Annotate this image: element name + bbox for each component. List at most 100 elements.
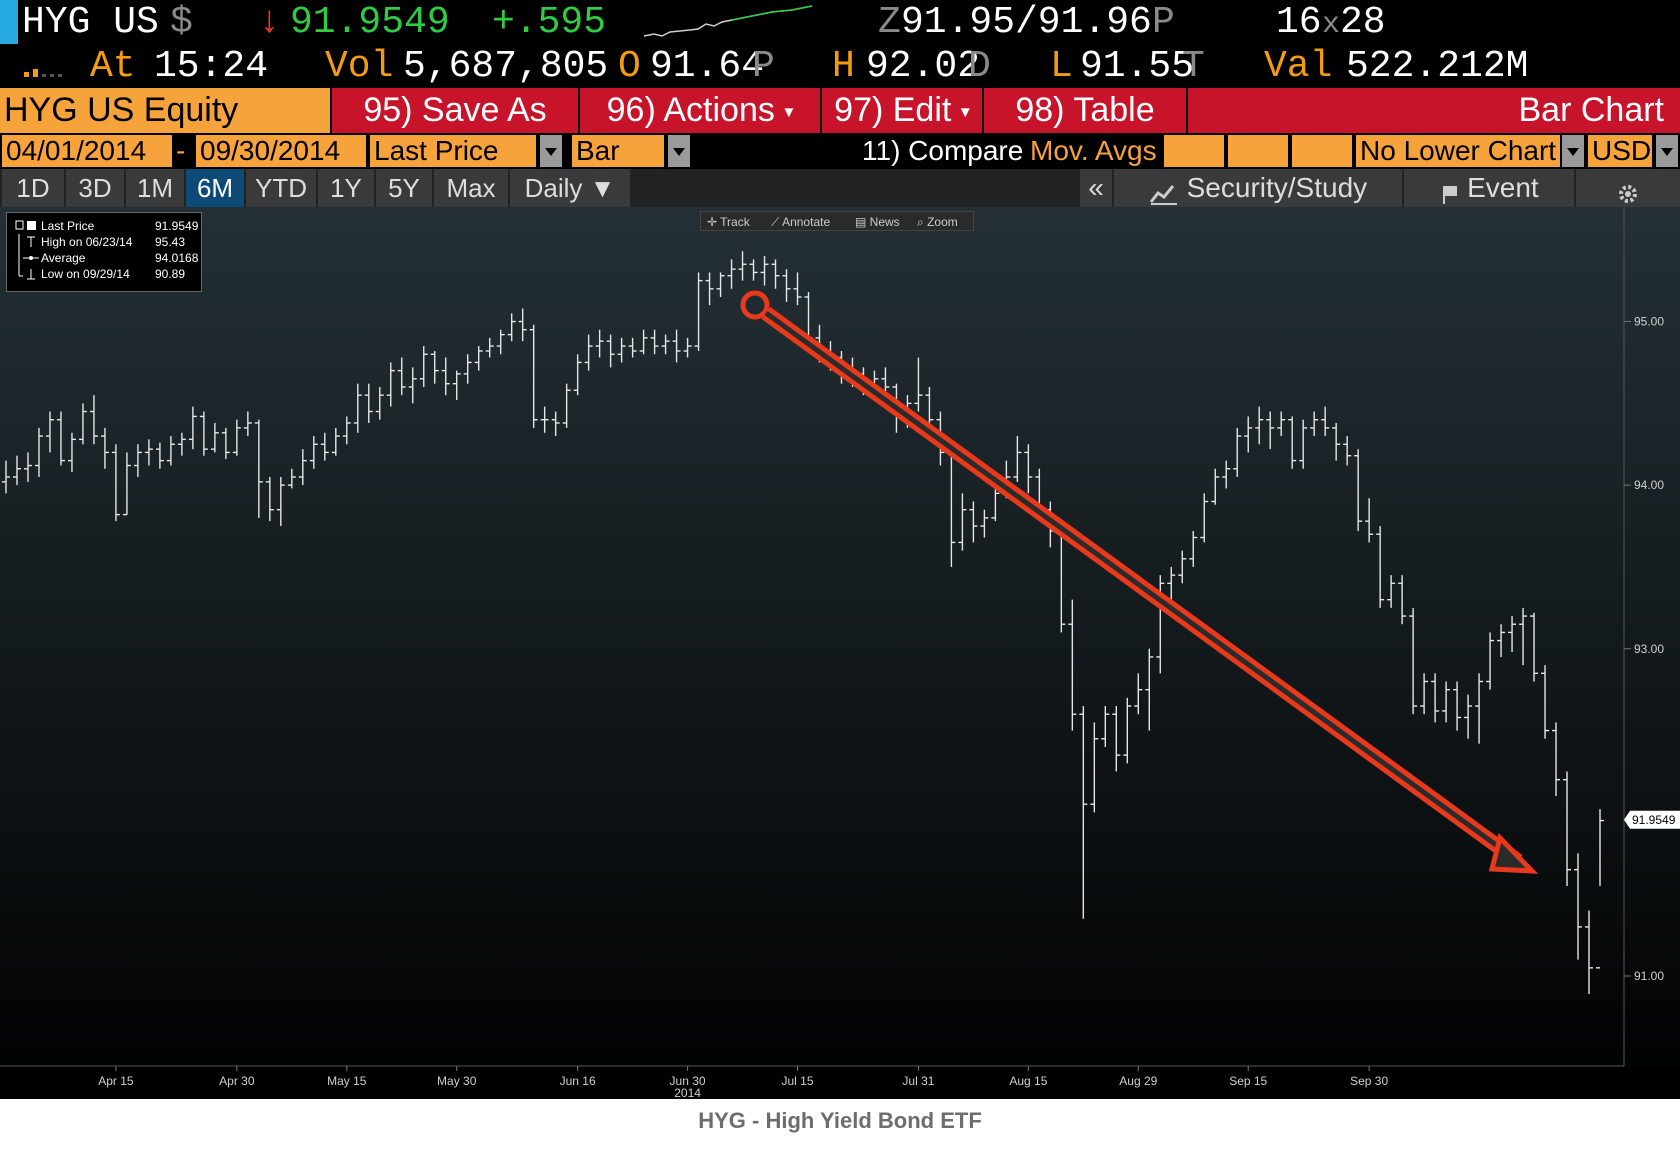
mov-avgs-label[interactable]: Mov. Avgs — [1026, 135, 1162, 167]
ohlc-bar[interactable] — [45, 411, 54, 453]
ohlc-bar[interactable] — [12, 455, 21, 486]
ohlc-bar[interactable] — [584, 334, 593, 371]
event-button[interactable]: Event — [1404, 169, 1576, 207]
ohlc-bar[interactable] — [1233, 427, 1242, 477]
ohlc-bar[interactable] — [331, 427, 340, 456]
chart-type-dropdown-arrow[interactable] — [668, 135, 690, 167]
tab-1d[interactable]: 1D — [2, 169, 66, 207]
tab-max[interactable]: Max — [434, 169, 510, 207]
ohlc-bar[interactable] — [1277, 411, 1286, 437]
ohlc-bar[interactable] — [430, 350, 439, 384]
ohlc-bar[interactable] — [507, 313, 516, 342]
ohlc-bar[interactable] — [210, 422, 219, 453]
ohlc-bar[interactable] — [177, 432, 186, 456]
ohlc-bar[interactable] — [1376, 526, 1385, 608]
ohlc-bar[interactable] — [34, 427, 43, 477]
ohlc-bar[interactable] — [441, 357, 450, 396]
ohlc-bar[interactable] — [1211, 468, 1220, 505]
ohlc-bar[interactable] — [738, 251, 747, 281]
ohlc-bar[interactable] — [496, 329, 505, 355]
ohlc-bar[interactable] — [1189, 530, 1198, 567]
ohlc-bar[interactable] — [672, 329, 681, 363]
ohlc-bar[interactable] — [1167, 566, 1176, 600]
ohlc-bar[interactable] — [1321, 406, 1330, 437]
ohlc-bar[interactable] — [958, 493, 967, 551]
ohlc-bar[interactable] — [1431, 673, 1440, 723]
ohlc-bar[interactable] — [1266, 411, 1275, 450]
ohlc-bar[interactable] — [78, 403, 87, 445]
ohlc-bar[interactable] — [166, 436, 175, 466]
ohlc-bar[interactable] — [23, 452, 32, 482]
track-tool[interactable]: ✛ Track — [707, 212, 750, 232]
settings-button[interactable] — [1576, 169, 1680, 207]
ohlc-bar[interactable] — [573, 354, 582, 396]
ohlc-bar[interactable] — [1079, 706, 1088, 919]
tab-ytd[interactable]: YTD — [246, 169, 318, 207]
zoom-tool[interactable]: ⌕ Zoom — [917, 212, 958, 232]
ohlc-bar[interactable] — [144, 439, 153, 466]
ohlc-bar[interactable] — [89, 395, 98, 445]
ohlc-bar[interactable] — [1200, 493, 1209, 543]
ohlc-bar[interactable] — [716, 272, 725, 297]
ohlc-bar[interactable] — [1508, 616, 1517, 653]
ohlc-bar[interactable] — [705, 272, 714, 306]
ohlc-bar[interactable] — [1343, 436, 1352, 466]
ohlc-bar[interactable] — [1288, 416, 1297, 469]
ohlc-bar[interactable] — [100, 427, 109, 469]
ohlc-bar[interactable] — [122, 452, 131, 516]
ohlc-bar[interactable] — [1365, 498, 1374, 543]
ohlc-bar[interactable] — [364, 383, 373, 423]
ohlc-bar[interactable] — [1464, 694, 1473, 739]
ohlc-bar[interactable] — [1442, 681, 1451, 723]
ohlc-bar[interactable] — [914, 357, 923, 412]
ohlc-bar[interactable] — [771, 259, 780, 289]
ohlc-bar[interactable] — [1420, 673, 1429, 715]
ohlc-bar[interactable] — [1541, 665, 1550, 739]
ohlc-bar[interactable] — [188, 406, 197, 450]
ticker-symbol[interactable]: HYG US — [22, 1, 159, 44]
ohlc-bar[interactable] — [397, 357, 406, 396]
ohlc-bar[interactable] — [628, 337, 637, 358]
end-date-field[interactable]: 09/30/2014 — [196, 135, 366, 167]
ohlc-bar[interactable] — [463, 354, 472, 384]
ohlc-bar[interactable] — [881, 367, 890, 396]
chart-type-select[interactable]: Bar — [572, 135, 664, 167]
ohlc-bar[interactable] — [1409, 607, 1418, 715]
ohlc-bar[interactable] — [386, 362, 395, 407]
save-as-button[interactable]: 95) Save As — [332, 88, 580, 133]
ohlc-bar[interactable] — [1145, 648, 1154, 731]
tab-1y[interactable]: 1Y — [318, 169, 376, 207]
ma-slot-2[interactable] — [1228, 135, 1288, 167]
ohlc-bar[interactable] — [133, 444, 142, 477]
ohlc-bar[interactable] — [1519, 607, 1528, 666]
lower-chart-select[interactable]: No Lower Chart — [1356, 135, 1560, 167]
tab-1m[interactable]: 1M — [126, 169, 186, 207]
collapse-button[interactable]: « — [1080, 169, 1114, 207]
ohlc-bar[interactable] — [1123, 697, 1132, 764]
ohlc-bar[interactable] — [1354, 449, 1363, 531]
ohlc-bar[interactable] — [408, 367, 417, 404]
ohlc-bar[interactable] — [375, 386, 384, 420]
ohlc-bar[interactable] — [617, 337, 626, 363]
ohlc-bar[interactable] — [1134, 673, 1143, 715]
ohlc-bar[interactable] — [1255, 406, 1264, 445]
table-button[interactable]: 98) Table — [984, 88, 1188, 133]
security-study-button[interactable]: Security/Study — [1114, 169, 1404, 207]
tab-5y[interactable]: 5Y — [376, 169, 434, 207]
ohlc-bar[interactable] — [276, 476, 285, 527]
actions-menu-button[interactable]: 96) Actions ▾ — [580, 88, 822, 133]
ma-slot-1[interactable] — [1164, 135, 1224, 167]
ohlc-bar[interactable] — [474, 346, 483, 371]
ohlc-bar[interactable] — [199, 411, 208, 456]
ohlc-bar[interactable] — [232, 419, 241, 456]
ohlc-bar[interactable] — [1453, 681, 1462, 731]
ohlc-bar[interactable] — [419, 346, 428, 387]
ohlc-bar[interactable] — [265, 476, 274, 522]
ohlc-bar[interactable] — [111, 444, 120, 522]
tab-6m[interactable]: 6M — [186, 169, 246, 207]
ohlc-bar[interactable] — [485, 337, 494, 358]
ohlc-bar[interactable] — [1024, 444, 1033, 494]
ohlc-bar[interactable] — [694, 272, 703, 351]
ohlc-bar[interactable] — [1530, 612, 1539, 682]
ohlc-bar[interactable] — [1497, 624, 1506, 657]
